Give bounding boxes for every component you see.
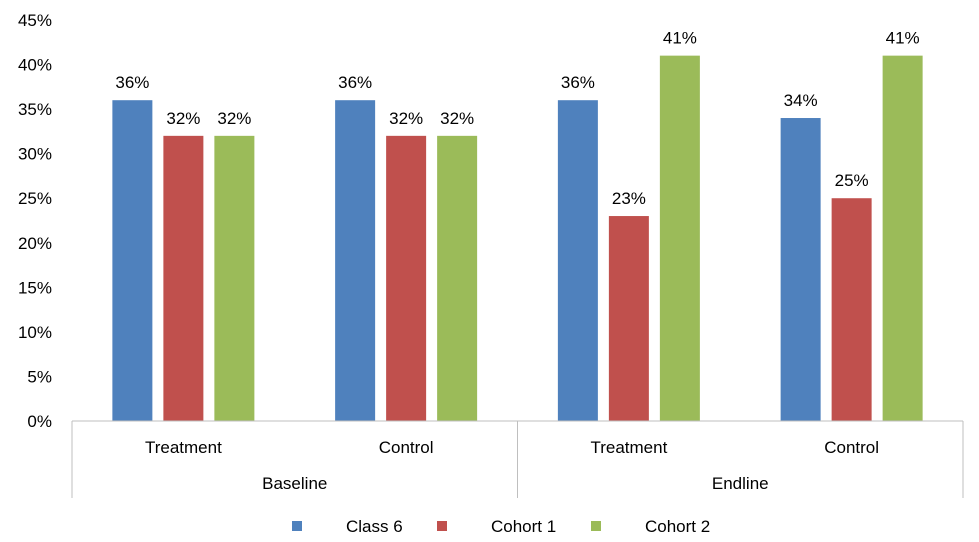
group-label: Baseline	[262, 474, 327, 493]
category-label: Control	[824, 438, 879, 457]
data-label: 34%	[784, 91, 818, 110]
bar	[437, 135, 478, 421]
legend: Class 6 Cohort 1 Cohort 2	[292, 517, 710, 536]
y-tick-label: 10%	[18, 323, 52, 342]
y-axis-ticks: 0% 5% 10% 15% 20% 25% 30% 35% 40% 45%	[18, 11, 52, 431]
data-label: 36%	[115, 73, 149, 92]
bar	[335, 100, 376, 421]
bar	[608, 216, 649, 421]
bar	[112, 100, 153, 421]
y-tick-label: 15%	[18, 278, 52, 297]
legend-label: Cohort 2	[645, 517, 710, 536]
data-label: 36%	[561, 73, 595, 92]
data-label: 32%	[440, 109, 474, 128]
x-axis: Treatment Control Treatment Control Baseline…	[71, 420, 964, 498]
data-label: 32%	[389, 109, 423, 128]
legend-swatch	[591, 521, 601, 531]
legend-label: Class 6	[346, 517, 403, 536]
y-tick-label: 25%	[18, 189, 52, 208]
group-label: Endline	[712, 474, 769, 493]
legend-label: Cohort 1	[491, 517, 556, 536]
legend-swatch	[292, 521, 302, 531]
y-tick-label: 30%	[18, 145, 52, 164]
bar	[780, 118, 821, 422]
category-label: Control	[379, 438, 434, 457]
data-label: 36%	[338, 73, 372, 92]
bar	[882, 55, 923, 422]
legend-swatch	[437, 521, 447, 531]
y-tick-label: 35%	[18, 100, 52, 119]
bars	[112, 55, 923, 422]
bar	[163, 135, 204, 421]
data-label: 32%	[217, 109, 251, 128]
y-tick-label: 5%	[27, 367, 52, 386]
data-label: 32%	[166, 109, 200, 128]
y-tick-label: 0%	[27, 412, 52, 431]
data-labels: 36% 32% 32% 36% 32% 32% 36% 23% 41% 34% 25% 41%	[115, 29, 919, 208]
data-label: 23%	[612, 189, 646, 208]
category-label: Treatment	[145, 438, 222, 457]
bar	[831, 198, 872, 421]
y-tick-label: 20%	[18, 234, 52, 253]
data-label: 41%	[663, 29, 697, 48]
bar	[386, 135, 427, 421]
bar	[659, 55, 700, 422]
data-label: 25%	[835, 171, 869, 190]
bar	[214, 135, 255, 421]
data-label: 41%	[886, 29, 920, 48]
y-tick-label: 45%	[18, 11, 52, 30]
y-tick-label: 40%	[18, 56, 52, 75]
category-label: Treatment	[590, 438, 667, 457]
bar	[557, 100, 598, 421]
